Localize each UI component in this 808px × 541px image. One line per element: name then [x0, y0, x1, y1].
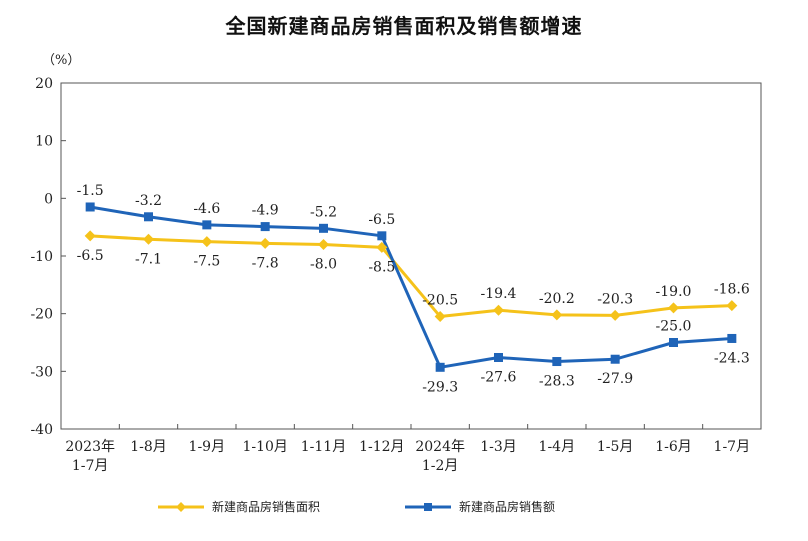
y-axis-unit-label: （%）	[42, 53, 80, 68]
x-tick-label-line: 1-3月	[480, 439, 517, 455]
data-point-marker	[551, 309, 563, 321]
data-point-marker	[259, 237, 271, 249]
y-tick-label: 20	[35, 76, 53, 92]
data-point-marker	[435, 362, 445, 372]
data-point-marker	[609, 309, 621, 321]
x-tick-label-line: 1-8月	[130, 439, 167, 455]
data-label: -18.6	[714, 282, 750, 298]
x-tick-label-line: 1-12月	[359, 439, 404, 455]
data-point-marker	[318, 238, 329, 250]
x-tick-label: 1-7月	[714, 439, 751, 455]
data-label: -4.6	[193, 201, 220, 217]
y-tick-label: 10	[35, 134, 53, 150]
data-point-marker	[668, 302, 679, 314]
x-tick-label: 1-8月	[130, 439, 167, 455]
y-axis-ticks: 20 10 0 -10 -20 -30 -40	[30, 76, 66, 438]
data-label: -6.5	[77, 248, 104, 264]
x-tick-label-line: 1-5月	[597, 439, 634, 455]
data-point-marker	[726, 300, 738, 312]
legend: 新建商品房销售面积 新建商品房销售额	[158, 499, 555, 514]
y-tick-label: -40	[30, 422, 53, 438]
data-point-marker	[377, 231, 387, 241]
data-point-marker	[376, 241, 388, 253]
x-tick-label: 1-10月	[242, 439, 287, 455]
data-label: -27.9	[597, 371, 633, 387]
data-label: -8.5	[368, 259, 395, 275]
data-label: -6.5	[368, 212, 395, 228]
data-label: -27.6	[481, 369, 517, 385]
y-tick-label: 0	[44, 191, 53, 207]
data-label: -3.2	[135, 193, 162, 209]
series-line-2	[89, 205, 732, 369]
data-point-marker	[669, 338, 678, 347]
x-tick-label: 1-4月	[539, 439, 576, 455]
data-point-marker	[727, 333, 737, 343]
data-point-marker	[610, 354, 620, 364]
data-labels: -6.5 -7.1 -7.5 -7.8 -8.0 -8.5 -20.5 -19.4 -20.2 -…	[77, 183, 750, 395]
x-tick-label-line: 1-7月	[714, 439, 751, 455]
y-tick-label: -10	[30, 249, 53, 265]
x-tick-label-line: 1-6月	[655, 439, 692, 455]
data-label: -19.4	[481, 286, 517, 302]
x-tick-label-line: 1-11月	[301, 439, 346, 455]
data-point-marker	[494, 352, 503, 362]
data-point-marker	[493, 304, 504, 316]
chart-title: 全国新建商品房销售面积及销售额增速	[225, 14, 583, 38]
data-point-marker	[84, 230, 96, 242]
data-label: -7.8	[252, 255, 279, 271]
data-point-marker	[85, 202, 95, 212]
x-tick-label-line: 1-9月	[189, 439, 226, 455]
x-tick-label: 2024年 1-2月	[415, 439, 465, 474]
data-label: -20.3	[597, 291, 633, 307]
legend-marker	[176, 502, 186, 512]
data-label: -28.3	[539, 374, 575, 390]
data-label: -4.9	[252, 203, 279, 219]
plot-frame	[60, 82, 762, 430]
data-label: -7.5	[193, 254, 220, 270]
y-tick-label: -20	[30, 307, 53, 323]
data-label: -19.0	[656, 284, 692, 300]
data-point-marker	[319, 223, 328, 233]
data-label: -5.2	[310, 204, 337, 220]
x-tick-label-line: 1-7月	[72, 458, 109, 474]
data-point-marker	[260, 222, 270, 232]
data-label: -24.3	[714, 350, 750, 366]
x-axis-ticks: 2023年 1-7月 1-8月 1-9月 1-10月 1-11月 1-12月 2024年 1-2…	[60, 424, 762, 474]
legend-label: 新建商品房销售面积	[212, 499, 320, 514]
data-point-marker	[143, 233, 154, 245]
x-tick-label: 1-5月	[597, 439, 634, 455]
data-label: -25.0	[656, 319, 692, 335]
series-lines	[89, 205, 732, 369]
data-label: -29.3	[422, 379, 458, 395]
x-tick-label-line: 2023年	[65, 439, 115, 455]
x-tick-label: 1-11月	[301, 439, 346, 455]
data-label: -20.2	[539, 291, 575, 307]
x-tick-label-line: 1-2月	[422, 458, 459, 474]
legend-marker	[424, 503, 432, 511]
data-point-marker	[144, 212, 153, 222]
x-tick-label: 2023年 1-7月	[65, 439, 115, 474]
x-tick-label: 1-9月	[189, 439, 226, 455]
x-tick-label: 1-12月	[359, 439, 404, 455]
series-markers	[84, 202, 738, 372]
legend-label: 新建商品房销售额	[459, 499, 555, 514]
data-label: -20.5	[422, 293, 458, 309]
x-tick-label: 1-6月	[655, 439, 692, 455]
x-tick-label-line: 1-4月	[539, 439, 576, 455]
data-point-marker	[201, 236, 213, 248]
x-tick-label: 1-3月	[480, 439, 517, 455]
data-point-marker	[202, 220, 212, 230]
y-tick-label: -30	[30, 364, 53, 380]
data-label: -8.0	[310, 256, 337, 272]
data-point-marker	[552, 357, 562, 367]
data-label: -1.5	[77, 183, 104, 199]
series-line-1	[90, 234, 732, 319]
data-point-marker	[434, 311, 446, 323]
data-label: -7.1	[135, 251, 162, 267]
x-tick-label-line: 1-10月	[242, 439, 287, 455]
x-tick-label-line: 2024年	[415, 439, 465, 455]
